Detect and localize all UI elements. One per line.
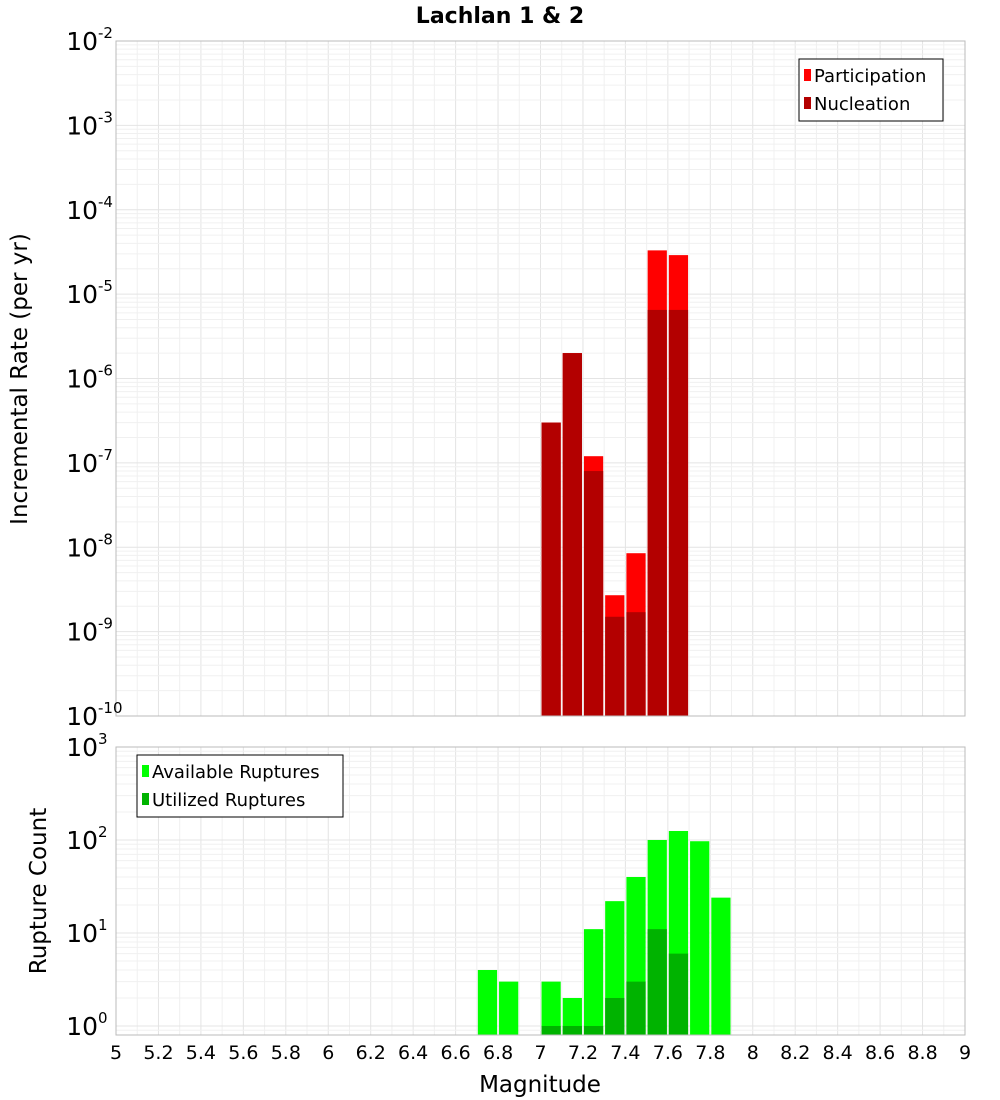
count-utilized-ruptures-bar — [605, 997, 625, 1035]
count-available-ruptures-bar — [499, 981, 519, 1035]
x-tick-label: 8 — [747, 1042, 759, 1064]
count-available-ruptures-bar — [583, 929, 604, 1035]
rate-plot-border — [115, 40, 966, 717]
x-tick-label: 7.8 — [695, 1042, 725, 1064]
x-tick-label: 8.8 — [907, 1042, 937, 1064]
count-legend-label: Available Ruptures — [152, 762, 320, 783]
x-tick-label: 7 — [534, 1042, 546, 1064]
rate-y-tick-exponent: -2 — [98, 24, 113, 42]
rate-nucleation-bar — [562, 353, 582, 716]
rate-y-tick-label: 10 — [66, 365, 98, 394]
count-utilized-ruptures-bar — [647, 929, 667, 1035]
rate-y-tick-exponent: -10 — [98, 699, 123, 717]
count-y-tick-exponent: 3 — [98, 730, 108, 748]
rate-nucleation-bar — [626, 612, 646, 716]
rate-y-tick-exponent: -5 — [98, 277, 113, 295]
rate-y-tick-label: 10 — [66, 533, 98, 562]
count-legend-swatch — [142, 765, 149, 777]
rate-legend-swatch — [804, 97, 811, 109]
rate-y-tick-label: 10 — [66, 111, 98, 140]
rate-y-tick-label: 10 — [66, 449, 98, 478]
count-y-tick-label: 10 — [66, 826, 98, 855]
rate-y-tick-exponent: -6 — [98, 362, 113, 380]
count-available-ruptures-bar — [541, 981, 561, 1035]
count-plot-legend: Available Ruptures Utilized Ruptures — [136, 754, 344, 818]
rate-legend-label: Participation — [814, 66, 926, 87]
rate-y-tick-exponent: -3 — [98, 108, 113, 126]
rate-nucleation-bar — [647, 309, 667, 716]
rate-y-tick-exponent: -7 — [98, 446, 113, 464]
x-tick-label: 5.4 — [186, 1042, 216, 1064]
rate-y-tick-exponent: -8 — [98, 530, 113, 548]
rate-plot-bars — [541, 250, 689, 717]
count-plot-border — [115, 746, 966, 1036]
rate-legend-label: Nucleation — [814, 94, 910, 115]
x-tick-label: 5 — [110, 1042, 122, 1064]
x-tick-label: 6.2 — [356, 1042, 386, 1064]
count-utilized-ruptures-bar — [583, 1025, 604, 1035]
rate-nucleation-bar — [668, 309, 689, 716]
x-tick-label: 7.4 — [610, 1042, 640, 1064]
x-tick-label: 5.2 — [143, 1042, 173, 1064]
count-y-tick-label: 10 — [66, 919, 98, 948]
rate-nucleation-bar — [583, 471, 604, 716]
count-available-ruptures-bar — [562, 997, 582, 1035]
rate-plot-grid — [115, 40, 966, 717]
rate-nucleation-bar — [605, 616, 625, 716]
x-tick-label: 8.2 — [780, 1042, 810, 1064]
count-y-tick-exponent: 0 — [98, 1009, 108, 1027]
x-tick-label: 5.6 — [228, 1042, 258, 1064]
x-tick-label: 9 — [959, 1042, 971, 1064]
count-y-tick-label: 10 — [66, 733, 98, 762]
count-available-ruptures-bar — [690, 841, 710, 1035]
count-plot-y-axis-label: Rupture Count — [26, 808, 52, 974]
rate-y-tick-exponent: -9 — [98, 615, 113, 633]
x-axis-label: Magnitude — [479, 1072, 601, 1098]
count-available-ruptures-bar — [711, 897, 731, 1035]
count-utilized-ruptures-bar — [626, 981, 646, 1035]
count-available-ruptures-bar — [477, 969, 498, 1035]
x-tick-label: 8.6 — [865, 1042, 895, 1064]
rate-y-tick-label: 10 — [66, 27, 98, 56]
count-legend-box — [136, 754, 344, 818]
count-utilized-ruptures-bar — [541, 1025, 561, 1035]
rate-plot-y-axis-label: Incremental Rate (per yr) — [7, 233, 33, 525]
chart-title: Lachlan 1 & 2 — [416, 4, 584, 29]
x-tick-label: 8.4 — [823, 1042, 853, 1064]
rate-y-tick-label: 10 — [66, 702, 98, 731]
count-y-tick-exponent: 2 — [98, 823, 108, 841]
count-legend-label: Utilized Ruptures — [152, 790, 305, 811]
rate-plot-y-ticks: 10-210-310-410-510-610-710-810-910-10 — [66, 24, 122, 731]
rate-nucleation-bar — [541, 422, 561, 716]
rate-legend-box — [798, 58, 944, 122]
x-tick-label: 6.6 — [440, 1042, 470, 1064]
count-y-tick-exponent: 1 — [98, 916, 108, 934]
x-tick-label: 6.8 — [483, 1042, 513, 1064]
rate-plot-legend: Participation Nucleation — [798, 58, 944, 122]
count-utilized-ruptures-bar — [562, 1025, 582, 1035]
x-tick-label: 7.2 — [568, 1042, 598, 1064]
x-tick-label: 5.8 — [271, 1042, 301, 1064]
rate-y-tick-exponent: -4 — [98, 193, 113, 211]
count-plot-bars — [477, 830, 731, 1035]
count-y-tick-label: 10 — [66, 1012, 98, 1041]
rate-y-tick-label: 10 — [66, 280, 98, 309]
x-tick-label: 6 — [322, 1042, 334, 1064]
rate-y-tick-label: 10 — [66, 618, 98, 647]
rate-y-tick-label: 10 — [66, 196, 98, 225]
rate-legend-swatch — [804, 69, 811, 81]
x-tick-label: 7.6 — [653, 1042, 683, 1064]
count-legend-swatch — [142, 793, 149, 805]
count-utilized-ruptures-bar — [668, 953, 689, 1035]
x-tick-label: 6.4 — [398, 1042, 428, 1064]
count-plot-x-ticks: 5 5.2 5.4 5.6 5.8 6 6.2 6.4 6.6 6.8 7 7.2 7.4 7.6 7.8 8… — [110, 1042, 971, 1064]
rate-plot: 10-210-310-410-510-610-710-810-910-10 In… — [7, 24, 966, 731]
